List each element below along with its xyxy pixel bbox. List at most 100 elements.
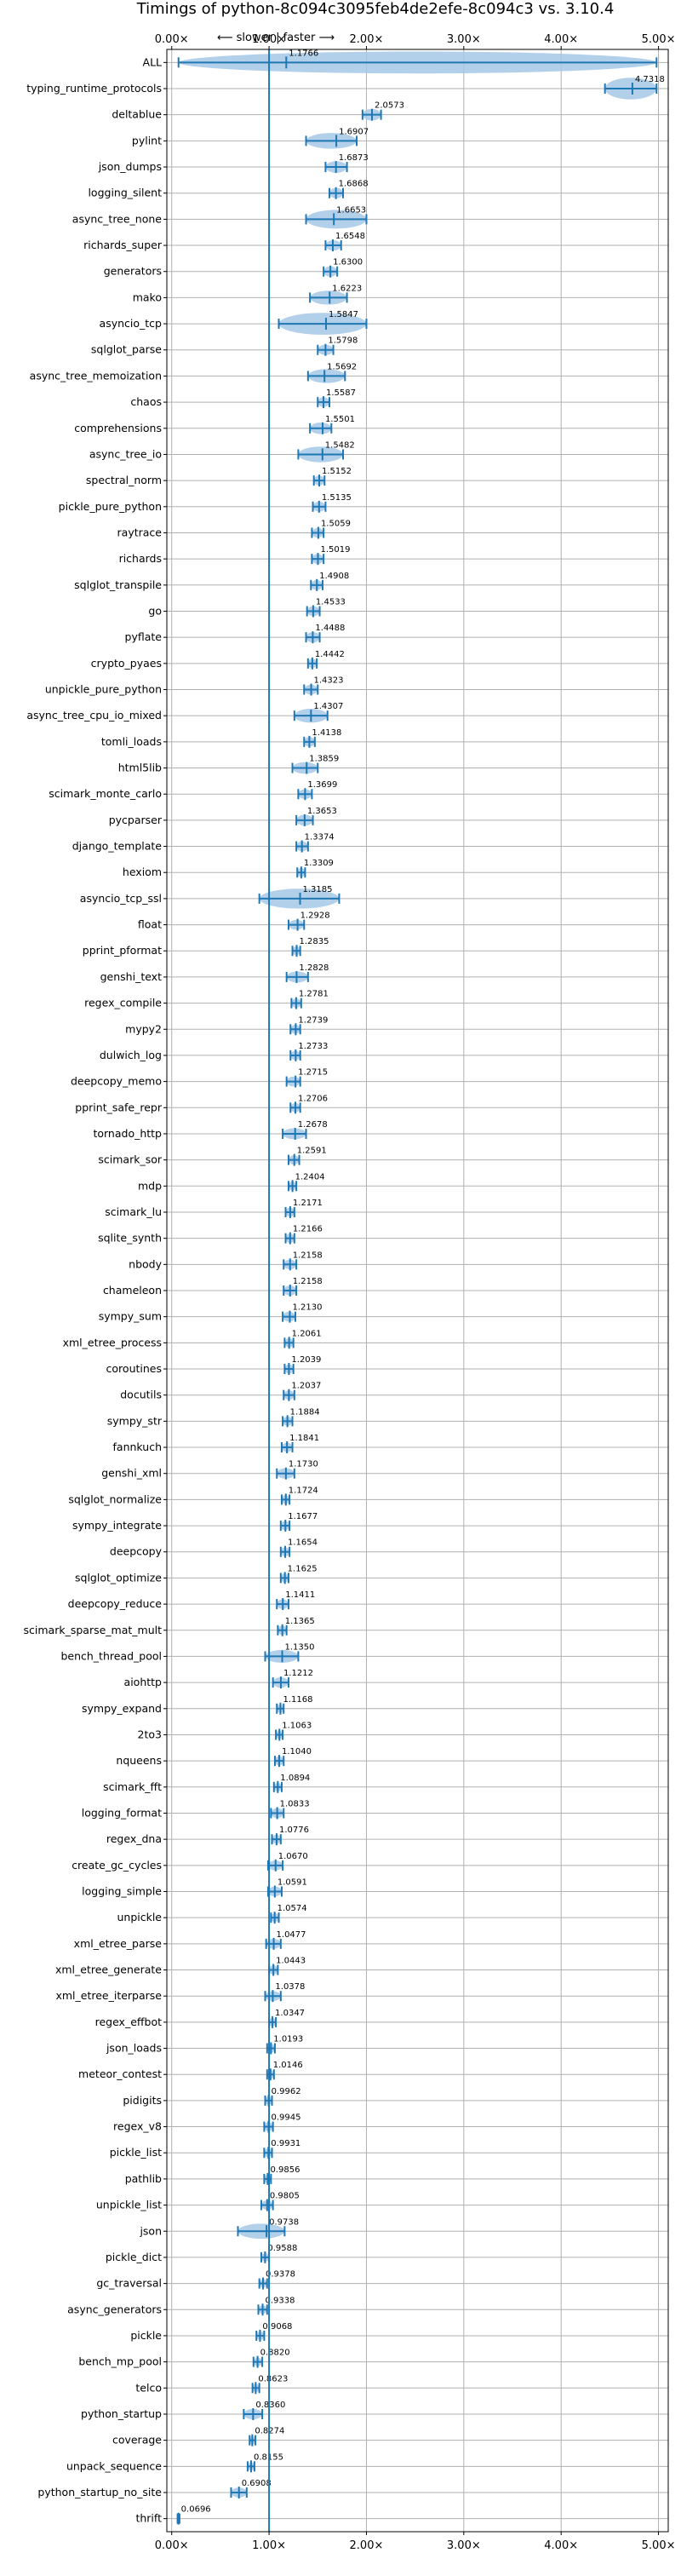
median-label: 0.6908 bbox=[242, 2479, 272, 2488]
median-label: 1.4307 bbox=[313, 702, 343, 711]
benchmark-django_template: 1.3374 django_template bbox=[72, 833, 335, 853]
median-label: 1.1625 bbox=[288, 1564, 318, 1573]
x-tick-label-top: 3.00× bbox=[447, 33, 481, 46]
median-label: 1.4488 bbox=[315, 624, 345, 633]
median-label: 1.2404 bbox=[295, 1172, 325, 1182]
benchmark-regex_compile: 1.2781 regex_compile bbox=[84, 990, 329, 1009]
median-label: 1.2039 bbox=[291, 1355, 321, 1365]
benchmark-mdp: 1.2404 mdp bbox=[138, 1172, 325, 1193]
category-label: chaos bbox=[130, 395, 162, 408]
benchmark-sqlglot_transpile: 1.4908 sqlglot_transpile bbox=[74, 572, 349, 591]
median-label: 1.2037 bbox=[291, 1382, 321, 1391]
median-label: 1.3699 bbox=[307, 780, 337, 790]
benchmark-python_startup_no_site: 0.6908 python_startup_no_site bbox=[37, 2479, 272, 2498]
benchmark-regex_v8: 0.9945 regex_v8 bbox=[113, 2113, 300, 2133]
category-label: deepcopy_reduce bbox=[68, 1597, 163, 1610]
median-label: 1.2166 bbox=[293, 1225, 323, 1234]
benchmark-hexiom: 1.3309 hexiom bbox=[123, 859, 334, 879]
x-tick-label-bottom: 1.00× bbox=[252, 2539, 286, 2552]
benchmark-richards_super: 1.6548 richards_super bbox=[83, 232, 365, 252]
category-label: pycparser bbox=[109, 814, 163, 826]
category-label: crypto_pyaes bbox=[91, 657, 162, 670]
category-label: scimark_fft bbox=[103, 1780, 162, 1793]
axis-layer: 0.00× 0.00× 1.00× 1.00× 2.00× 2.00× 3.00× 3.00×… bbox=[155, 33, 676, 2552]
median-label: 1.6300 bbox=[333, 258, 363, 267]
median-label: 0.9856 bbox=[270, 2165, 300, 2175]
benchmark-json_dumps: 1.6873 json_dumps bbox=[98, 153, 369, 174]
category-label: pylint bbox=[132, 134, 162, 147]
median-label: 1.1350 bbox=[285, 1642, 315, 1652]
category-label: regex_dna bbox=[106, 1832, 162, 1845]
category-label: ALL bbox=[143, 55, 163, 68]
median-label: 1.0146 bbox=[273, 2061, 303, 2070]
category-label: sqlite_synth bbox=[98, 1232, 162, 1245]
benchmark-asyncio_tcp_ssl: 1.3185 asyncio_tcp_ssl bbox=[80, 885, 340, 909]
benchmark-scimark_lu: 1.2171 scimark_lu bbox=[105, 1199, 323, 1218]
median-label: 0.9945 bbox=[271, 2113, 300, 2123]
median-label: 0.8360 bbox=[255, 2401, 285, 2410]
category-label: coverage bbox=[112, 2434, 162, 2447]
benchmark-unpickle_list: 0.9805 unpickle_list bbox=[96, 2192, 300, 2211]
category-label: xml_etree_process bbox=[63, 1336, 162, 1348]
category-label: tornado_http bbox=[93, 1127, 162, 1140]
median-label: 1.1411 bbox=[285, 1590, 315, 1600]
x-tick-label-bottom: 5.00× bbox=[642, 2539, 676, 2552]
median-label: 1.1040 bbox=[282, 1747, 312, 1757]
benchmark-nbody: 1.2158 nbody bbox=[129, 1251, 323, 1271]
category-label: scimark_sor bbox=[98, 1153, 162, 1166]
benchmark-deepcopy_reduce: 1.1411 deepcopy_reduce bbox=[68, 1590, 315, 1611]
median-label: 1.2158 bbox=[293, 1277, 323, 1286]
benchmark-raytrace: 1.5059 raytrace bbox=[117, 519, 351, 539]
median-label: 1.0193 bbox=[273, 2035, 303, 2044]
median-label: 1.0347 bbox=[275, 2009, 305, 2018]
benchmark-typing_runtime_protocols: 4.7318 typing_runtime_protocols bbox=[26, 75, 665, 100]
chart-title: Timings of python-8c094c3095feb4de2efe-8… bbox=[136, 0, 615, 18]
category-label: async_tree_cpu_io_mixed bbox=[26, 709, 162, 722]
median-label: 1.2591 bbox=[297, 1147, 327, 1156]
category-label: pathlib bbox=[125, 2172, 162, 2185]
median-label: 1.2835 bbox=[300, 937, 329, 946]
benchmark-pprint_safe_repr: 1.2706 pprint_safe_repr bbox=[75, 1094, 328, 1114]
benchmark-pickle_list: 0.9931 pickle_list bbox=[110, 2139, 300, 2159]
category-label: mako bbox=[133, 290, 162, 303]
x-tick-label-top: 5.00× bbox=[642, 33, 676, 46]
category-label: unpack_sequence bbox=[66, 2459, 162, 2472]
category-label: mypy2 bbox=[125, 1022, 162, 1035]
median-label: 1.2715 bbox=[298, 1068, 328, 1078]
category-label: pickle bbox=[130, 2329, 162, 2342]
benchmark-pidigits: 0.9962 pidigits bbox=[123, 2087, 301, 2107]
benchmark-nqueens: 1.1040 nqueens bbox=[116, 1747, 312, 1768]
median-label: 1.6223 bbox=[332, 284, 362, 293]
category-label: unpickle_pure_python bbox=[45, 683, 162, 696]
median-label: 0.0696 bbox=[181, 2505, 211, 2515]
median-label: 1.0378 bbox=[275, 1982, 305, 1992]
median-label: 1.2158 bbox=[293, 1251, 323, 1260]
benchmark-asyncio_tcp: 1.5847 asyncio_tcp bbox=[100, 310, 368, 335]
median-label: 1.1724 bbox=[289, 1486, 318, 1495]
median-label: 1.1365 bbox=[285, 1617, 315, 1626]
category-label: genshi_text bbox=[100, 970, 162, 983]
median-label: 1.6868 bbox=[339, 180, 369, 189]
category-label: unpickle bbox=[117, 1911, 162, 1923]
benchmark-async_tree_memoization: 1.5692 async_tree_memoization bbox=[30, 362, 357, 383]
median-label: 1.5798 bbox=[328, 336, 358, 346]
benchmark-mypy2: 1.2739 mypy2 bbox=[125, 1015, 328, 1036]
median-label: 1.2706 bbox=[298, 1094, 328, 1103]
category-label: logging_simple bbox=[82, 1884, 162, 1897]
category-label: spectral_norm bbox=[86, 474, 162, 486]
category-label: thrift bbox=[135, 2512, 162, 2525]
median-label: 1.2171 bbox=[293, 1199, 323, 1208]
benchmark-json: 0.9738 json bbox=[139, 2217, 299, 2240]
median-label: 1.2781 bbox=[299, 990, 329, 999]
category-label: bench_thread_pool bbox=[60, 1649, 162, 1662]
category-label: deepcopy bbox=[110, 1545, 163, 1558]
median-label: 1.5135 bbox=[322, 493, 352, 503]
benchmark-bench_mp_pool: 0.8820 bench_mp_pool bbox=[78, 2349, 290, 2368]
category-label: pyflate bbox=[125, 630, 163, 643]
category-label: scimark_sparse_mat_mult bbox=[24, 1624, 163, 1636]
median-label: 1.3374 bbox=[305, 833, 335, 842]
benchmark-bench_thread_pool: 1.1350 bench_thread_pool bbox=[60, 1642, 315, 1663]
category-label: hexiom bbox=[123, 865, 162, 878]
category-label: aiohttp bbox=[124, 1676, 163, 1688]
